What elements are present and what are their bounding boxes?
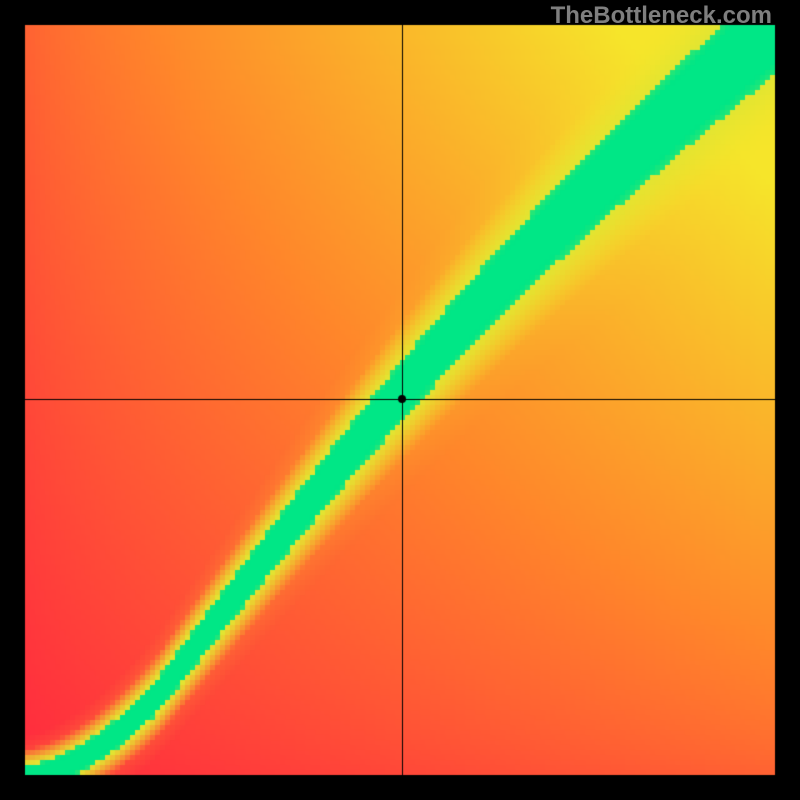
chart-root: TheBottleneck.com — [0, 0, 800, 800]
bottleneck-heatmap-canvas — [0, 0, 800, 800]
